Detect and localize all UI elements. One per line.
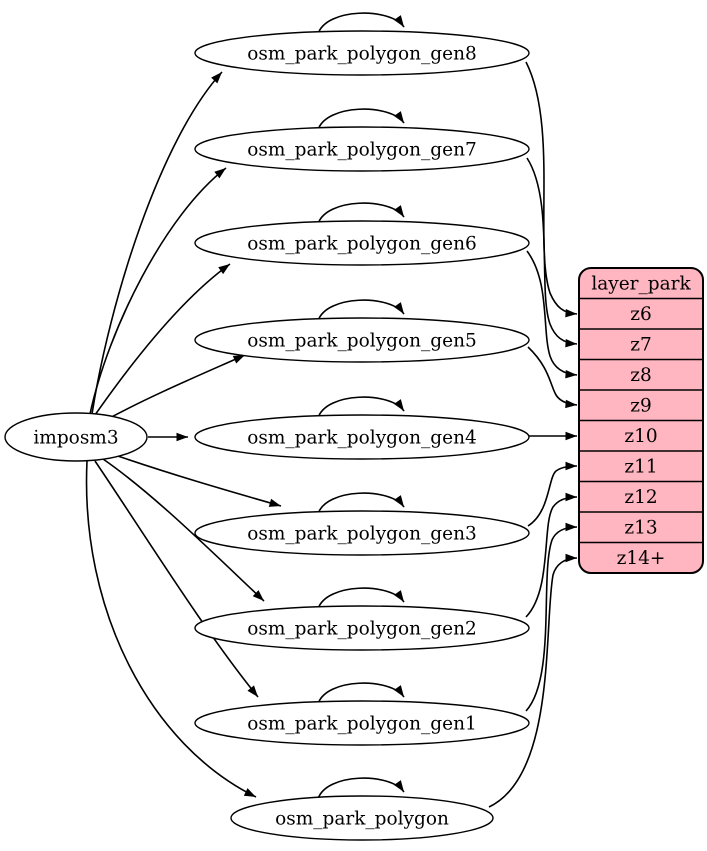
zoom-row-z12: z12	[624, 487, 657, 508]
self-loop-edge-osm-park-polygon-gen6-to-osm-park-polygon-gen6	[317, 202, 405, 225]
edge-osm-park-polygon-gen3-to-layer-park-z11	[527, 461, 578, 527]
layer-park-title: layer_park	[591, 274, 691, 295]
edges-layer	[85, 12, 578, 808]
table-node-osm-park-polygon-gen4: osm_park_polygon_gen4	[194, 414, 530, 460]
self-loop-edge-osm-park-polygon-gen3-to-osm-park-polygon-gen3	[317, 492, 405, 515]
node-label: imposm3	[33, 427, 118, 448]
self-loop-edge-osm-park-polygon-gen8-to-osm-park-polygon-gen8	[317, 12, 405, 35]
zoom-row-z11: z11	[624, 457, 657, 478]
table-node-osm-park-polygon-gen3: osm_park_polygon_gen3	[194, 510, 530, 556]
table-node-osm-park-polygon-gen6: osm_park_polygon_gen6	[194, 220, 530, 266]
table-node-osm-park-polygon-gen5: osm_park_polygon_gen5	[194, 317, 530, 363]
edge-osm-park-polygon-gen7-to-layer-park-z7	[526, 157, 578, 348]
table-node-osm-park-polygon-gen1: osm_park_polygon_gen1	[194, 700, 530, 746]
node-label: osm_park_polygon_gen7	[247, 139, 477, 160]
zoom-row-z10: z10	[624, 426, 657, 447]
edge-imposm3-to-osm-park-polygon	[85, 460, 257, 798]
node-label: osm_park_polygon_gen8	[247, 43, 477, 64]
node-label: osm_park_polygon_gen4	[247, 427, 477, 448]
node-ellipse	[194, 30, 530, 76]
edge-imposm3-to-osm-park-polygon-gen3	[111, 453, 282, 507]
node-ellipse	[194, 605, 530, 651]
node-ellipse	[194, 700, 530, 746]
node-label: osm_park_polygon_gen3	[247, 523, 477, 544]
table-node-osm-park-polygon-gen2: osm_park_polygon_gen2	[194, 605, 530, 651]
edge-osm-park-polygon-gen2-to-layer-park-z12	[525, 492, 578, 618]
table-node-osm-park-polygon-gen7: osm_park_polygon_gen7	[194, 126, 530, 172]
zoom-row-z14: z14+	[617, 548, 666, 569]
self-loop-edge-osm-park-polygon-gen4-to-osm-park-polygon-gen4	[317, 396, 405, 419]
edge-osm-park-polygon-gen8-to-layer-park-z6	[525, 61, 578, 318]
node-label: osm_park_polygon	[275, 808, 449, 829]
edge-imposm3-to-osm-park-polygon-gen2	[102, 458, 265, 602]
node-label: osm_park_polygon_gen2	[247, 618, 477, 639]
source-node-imposm3: imposm3	[4, 412, 148, 462]
zoom-row-z13: z13	[624, 518, 657, 539]
edge-imposm3-to-osm-park-polygon-gen5	[103, 354, 246, 422]
node-ellipse	[194, 510, 530, 556]
zoom-row-z8: z8	[630, 365, 652, 386]
zoom-row-z6: z6	[630, 304, 652, 325]
node-ellipse	[194, 220, 530, 266]
edge-imposm3-to-osm-park-polygon-gen8	[91, 71, 223, 415]
node-label: osm_park_polygon_gen1	[247, 713, 477, 734]
self-loop-edge-osm-park-polygon-gen1-to-osm-park-polygon-gen1	[317, 682, 405, 705]
zoom-row-z9: z9	[630, 396, 652, 417]
edge-osm-park-polygon-gen6-to-layer-park-z8	[526, 250, 578, 379]
edge-osm-park-polygon-gen5-to-layer-park-z9	[527, 346, 578, 409]
table-node-osm-park-polygon-gen8: osm_park_polygon_gen8	[194, 30, 530, 76]
self-loop-edge-osm-park-polygon-gen5-to-osm-park-polygon-gen5	[317, 299, 405, 322]
self-loop-edge-osm-park-polygon-gen7-to-osm-park-polygon-gen7	[317, 108, 405, 131]
node-ellipse	[194, 414, 530, 460]
layer-park-record: layer_park z6 z7 z8 z9 z10 z11 z12 z13 z14+	[578, 267, 704, 574]
node-label: osm_park_polygon_gen6	[247, 233, 477, 254]
table-node-osm-park-polygon: osm_park_polygon	[230, 795, 494, 841]
node-ellipse	[194, 126, 530, 172]
edge-osm-park-polygon-to-layer-park-z14	[488, 553, 578, 808]
zoom-row-z7: z7	[630, 335, 652, 356]
edge-imposm3-to-osm-park-polygon-gen6	[94, 263, 231, 416]
edge-imposm3-to-osm-park-polygon-gen7	[89, 167, 227, 415]
node-ellipse	[194, 317, 530, 363]
node-ellipse	[230, 795, 494, 841]
node-ellipse	[4, 412, 148, 462]
edge-osm-park-polygon-gen1-to-layer-park-z13	[525, 522, 578, 712]
self-loop-edge-osm-park-polygon-to-osm-park-polygon	[317, 777, 405, 800]
self-loop-edge-osm-park-polygon-gen2-to-osm-park-polygon-gen2	[317, 587, 405, 610]
node-label: osm_park_polygon_gen5	[247, 330, 477, 351]
edge-imposm3-to-osm-park-polygon-gen1	[94, 460, 259, 698]
